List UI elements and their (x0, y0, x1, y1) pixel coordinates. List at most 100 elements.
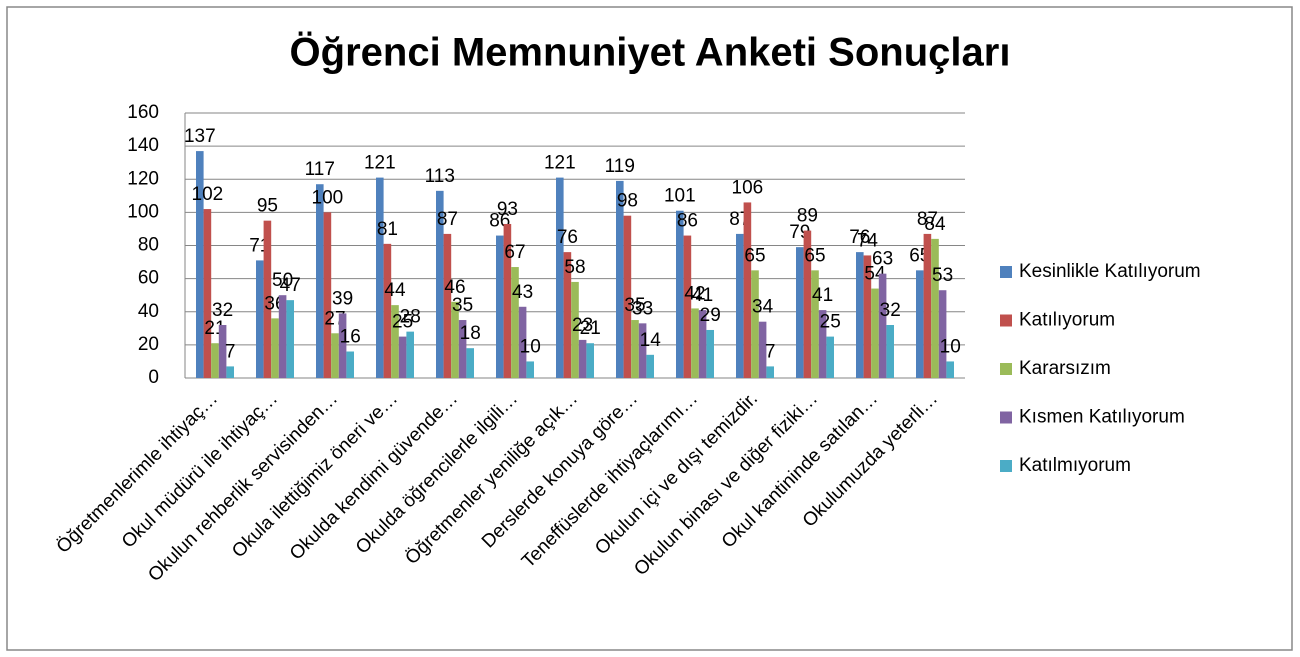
legend-swatch (1000, 266, 1012, 278)
legend-swatch (1000, 363, 1012, 375)
bar (871, 288, 879, 378)
y-tick-label: 140 (127, 135, 159, 156)
bar (218, 325, 227, 378)
bar (796, 247, 804, 378)
data-label: 117 (305, 159, 335, 180)
data-label: 41 (692, 285, 713, 306)
data-label: 16 (340, 327, 361, 348)
data-label: 10 (520, 336, 541, 357)
bar (278, 295, 287, 378)
data-label: 137 (184, 126, 216, 147)
data-label: 43 (512, 282, 533, 303)
bar (818, 310, 827, 378)
bar (436, 190, 444, 378)
data-label: 34 (752, 297, 774, 318)
data-label: 42 (684, 283, 705, 304)
y-tick-label: 100 (127, 201, 159, 222)
bar (398, 336, 407, 378)
data-label: 50 (272, 270, 293, 291)
legend-label: Kısmen Katılıyorum (1019, 407, 1185, 428)
data-label: 7 (765, 341, 776, 362)
data-label: 76 (849, 227, 870, 248)
bar (826, 336, 834, 378)
data-label: 46 (444, 277, 465, 298)
bar (683, 235, 692, 378)
bar (503, 223, 512, 378)
bar (863, 255, 872, 378)
bar (811, 270, 819, 378)
data-label: 121 (544, 153, 576, 174)
bar (743, 202, 752, 378)
bar (518, 306, 527, 378)
bar (578, 339, 587, 378)
bar (331, 333, 339, 378)
data-label: 119 (605, 156, 635, 177)
bar (623, 215, 632, 378)
bar (451, 301, 459, 378)
data-label: 53 (932, 265, 953, 286)
bar (256, 260, 264, 378)
data-label: 101 (664, 186, 696, 207)
bar (751, 270, 759, 378)
data-label: 86 (677, 211, 698, 232)
y-tick-label: 0 (148, 367, 159, 388)
bar (931, 238, 939, 378)
bar (346, 351, 354, 378)
bar (878, 273, 887, 378)
data-label: 113 (425, 166, 455, 187)
data-label: 95 (257, 196, 278, 217)
bar (758, 321, 767, 378)
bar (631, 320, 639, 378)
data-label: 28 (400, 307, 421, 328)
data-label: 121 (364, 153, 396, 174)
legend-swatch (1000, 411, 1012, 424)
bar (263, 220, 272, 378)
data-label: 7 (225, 341, 236, 362)
y-tick-label: 40 (138, 301, 159, 322)
bar (646, 354, 654, 378)
bar (638, 323, 647, 378)
bar (923, 233, 932, 378)
bar (706, 329, 714, 378)
bar (443, 233, 452, 378)
y-tick-label: 80 (138, 235, 159, 256)
chart-title: Öğrenci Memnuniyet Anketi Sonuçları (290, 30, 1011, 75)
data-label: 65 (804, 245, 825, 266)
bar (571, 281, 579, 378)
data-label: 87 (917, 209, 938, 230)
bar (526, 361, 534, 378)
data-label: 39 (332, 288, 353, 309)
y-tick-label: 20 (138, 334, 159, 355)
bar (616, 180, 624, 378)
bar (271, 318, 279, 378)
bar (691, 308, 699, 378)
data-label: 18 (460, 323, 481, 344)
data-label: 35 (452, 295, 473, 316)
data-label: 65 (744, 245, 765, 266)
legend-label: Katılmıyorum (1019, 455, 1131, 476)
bar (338, 313, 347, 378)
data-label: 47 (280, 275, 301, 296)
bar (886, 325, 894, 378)
y-tick-label: 120 (127, 168, 159, 189)
y-tick-label: 160 (127, 102, 159, 123)
data-label: 76 (557, 227, 578, 248)
data-label: 10 (940, 336, 961, 357)
bar (323, 212, 332, 378)
data-label: 33 (632, 298, 653, 319)
bar (286, 300, 294, 378)
bar (376, 177, 384, 378)
bar (203, 209, 212, 378)
data-label: 74 (857, 230, 879, 251)
data-label: 41 (812, 285, 833, 306)
data-label: 25 (820, 312, 841, 333)
data-label: 63 (872, 249, 893, 270)
data-label: 25 (392, 312, 413, 333)
data-label: 67 (504, 242, 525, 263)
data-label: 58 (564, 257, 585, 278)
legend-swatch (1000, 314, 1012, 327)
bar (196, 151, 204, 378)
bar (511, 267, 519, 378)
data-label: 23 (572, 315, 593, 336)
